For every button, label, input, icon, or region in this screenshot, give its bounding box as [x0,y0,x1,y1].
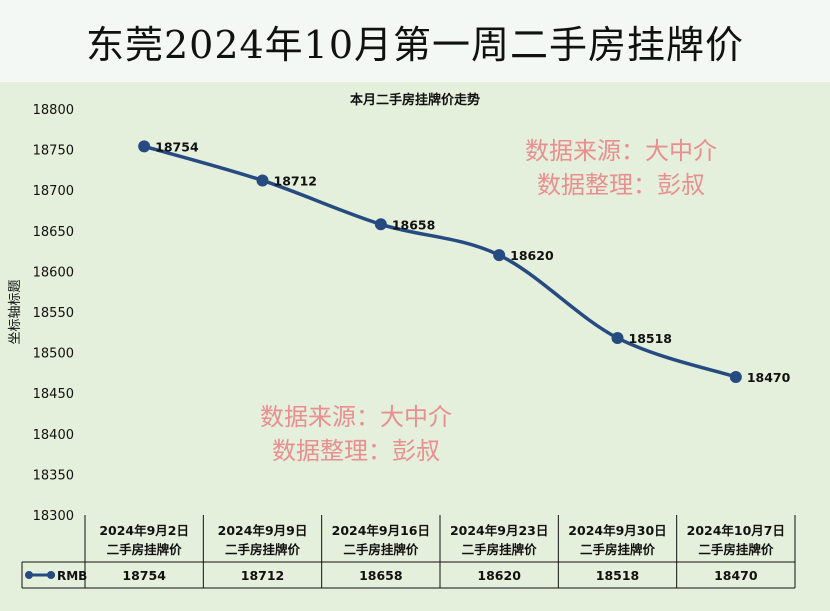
page-title: 东莞2024年10月第一周二手房挂牌价 [85,22,745,67]
chart-area: 本月二手房挂牌价走势 18300 18350 18400 18450 18500 18550… [0,82,830,611]
watermark-top: 数据来源：大中介 数据整理：彭叔 [525,134,717,202]
y-tick-label: 18650 [33,225,74,240]
category-label: 2024年9月2日 [99,523,189,538]
watermark-line: 数据来源：大中介 [525,137,717,165]
data-label: 18620 [510,248,554,263]
y-tick-label: 18500 [33,347,74,362]
legend-marker [47,571,55,579]
chart-title: 本月二手房挂牌价走势 [350,92,480,108]
line-chart: 本月二手房挂牌价走势 18300 18350 18400 18450 18500 18550… [8,92,796,589]
data-point [374,218,387,231]
table-value: 18712 [241,568,285,583]
data-point [493,249,506,262]
category-label: 二手房挂牌价 [698,542,774,557]
y-tick-label: 18800 [33,103,74,118]
data-label: 18470 [747,370,791,385]
watermark-line: 数据整理：彭叔 [272,437,440,465]
table-value: 18470 [714,568,758,583]
data-label: 18712 [274,173,318,188]
watermark-line: 数据来源：大中介 [260,403,452,431]
legend-label: RMB [57,569,87,583]
category-label: 二手房挂牌价 [462,542,538,557]
y-tick-label: 18700 [33,184,74,199]
watermark-line: 数据整理：彭叔 [537,171,705,199]
category-label: 2024年10月7日 [687,523,785,538]
y-tick-label: 18600 [33,265,74,280]
data-point [138,140,151,153]
watermark-bottom: 数据来源：大中介 数据整理：彭叔 [260,400,452,468]
category-label: 二手房挂牌价 [225,542,301,557]
y-tick-label: 18300 [33,509,74,524]
data-point [729,370,742,383]
category-label: 2024年9月23日 [450,523,548,538]
table-value: 18754 [122,568,166,583]
data-label: 18658 [392,217,436,232]
table-value: 18518 [596,568,640,583]
data-point [611,331,624,344]
y-tick-label: 18450 [33,387,74,402]
category-label: 二手房挂牌价 [107,542,183,557]
y-tick-label: 18350 [33,468,74,483]
y-tick-label: 18550 [33,306,74,321]
data-label: 18518 [629,331,673,346]
data-point [256,174,269,187]
y-tick-label: 18750 [33,144,74,159]
category-label: 2024年9月30日 [568,523,666,538]
title-bar: 东莞2024年10月第一周二手房挂牌价 [0,0,830,82]
table-value: 18658 [359,568,403,583]
series-line [142,144,738,379]
category-label: 二手房挂牌价 [580,542,656,557]
category-label: 二手房挂牌价 [343,542,419,557]
legend-marker [25,571,33,579]
y-axis-label: 坐标轴标题 [8,279,23,344]
category-label: 2024年9月16日 [332,523,430,538]
data-label: 18754 [155,139,199,154]
table-value: 18620 [477,568,521,583]
y-tick-label: 18400 [33,428,74,443]
category-label: 2024年9月9日 [218,523,308,538]
